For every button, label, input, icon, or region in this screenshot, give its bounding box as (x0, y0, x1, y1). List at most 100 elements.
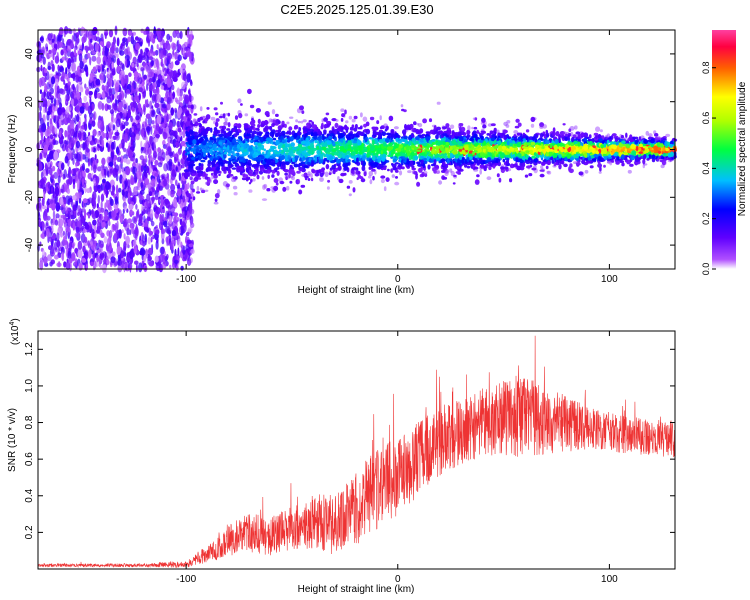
heatmap-cell (44, 107, 48, 113)
heatmap-cell (63, 239, 68, 245)
heatmap-cell (151, 141, 155, 151)
heatmap-cell (41, 123, 47, 133)
heatmap-cell (187, 227, 193, 233)
heatmap-cell (92, 243, 97, 252)
heatmap-cell (365, 121, 370, 127)
heatmap-cell (528, 173, 533, 177)
heatmap-cell (517, 122, 522, 127)
heatmap-cell (563, 163, 568, 168)
heatmap-cell (59, 130, 62, 138)
heatmap-cell (40, 171, 44, 180)
heatmap-cell (111, 67, 116, 76)
heatmap-cell (182, 72, 187, 82)
heatmap-cell (43, 152, 47, 159)
heatmap-cell (134, 36, 139, 41)
heatmap-cell (186, 73, 191, 83)
heatmap-cell (127, 31, 132, 36)
heatmap-cell (101, 157, 106, 166)
heatmap-cell (178, 172, 182, 182)
heatmap-cell (166, 114, 169, 123)
heatmap-cell (165, 151, 169, 156)
heatmap-cell (364, 137, 367, 143)
heatmap-cell (268, 118, 273, 123)
heatmap-cell (70, 143, 74, 148)
heatmap-cell (435, 170, 441, 174)
heatmap-cell (111, 94, 115, 101)
heatmap-cell (131, 106, 136, 113)
heatmap-cell (149, 48, 153, 54)
heatmap-cell (94, 154, 97, 161)
heatmap-cell (182, 195, 185, 203)
heatmap-cell (99, 41, 104, 46)
heatmap-cell (163, 83, 168, 90)
heatmap-cell (159, 213, 163, 223)
heatmap-cell (39, 89, 43, 94)
heatmap-cell (302, 119, 307, 123)
heatmap-cell (139, 155, 144, 161)
heatmap-cell (127, 218, 133, 224)
heatmap-cell (642, 163, 645, 169)
heatmap-cell (89, 112, 94, 119)
heatmap-cell (257, 128, 260, 132)
heatmap-cell (119, 215, 124, 223)
heatmap-cell (115, 184, 119, 195)
heatmap-cell (97, 194, 101, 204)
heatmap-cell (93, 74, 97, 80)
heatmap-cell (140, 28, 144, 34)
heatmap-cell (371, 168, 376, 172)
heatmap-cell (346, 185, 351, 189)
heatmap-cell (118, 92, 123, 101)
heatmap-cell (111, 115, 114, 123)
heatmap-cell (398, 170, 403, 176)
heatmap-cell (40, 54, 45, 59)
heatmap-cell (58, 136, 64, 145)
heatmap-cell (115, 47, 119, 54)
heatmap-cell (164, 56, 167, 66)
heatmap-cell (204, 181, 210, 185)
heatmap-cell (621, 162, 625, 167)
heatmap-cell (176, 184, 180, 189)
heatmap-cell (577, 134, 581, 140)
heatmap-cell (127, 109, 131, 119)
heatmap-cell (177, 54, 182, 61)
heatmap-cell (155, 207, 161, 215)
heatmap-cell (52, 52, 55, 61)
heatmap-cell (143, 105, 146, 116)
heatmap-cell (189, 80, 193, 87)
heatmap-cell (89, 56, 92, 66)
heatmap-cell (119, 60, 122, 66)
heatmap-cell (138, 87, 143, 93)
heatmap-cell (90, 165, 93, 171)
heatmap-cell (135, 115, 140, 121)
heatmap-cell (70, 110, 73, 119)
heatmap-cell (207, 162, 211, 167)
heatmap-cell (161, 213, 165, 222)
heatmap-cell (93, 164, 97, 174)
heatmap-cell (79, 84, 83, 89)
heatmap-cell (158, 103, 163, 110)
heatmap-cell (148, 261, 154, 267)
heatmap-cell (163, 178, 168, 187)
heatmap-cell (86, 138, 90, 146)
heatmap-cell (159, 40, 162, 48)
heatmap-cell (47, 33, 53, 41)
heatmap-cell (135, 204, 138, 210)
heatmap-cell (105, 199, 109, 208)
heatmap-cell (297, 178, 301, 184)
heatmap-cell (187, 104, 192, 109)
heatmap-cell (189, 205, 193, 215)
heatmap-cell (103, 236, 108, 244)
heatmap-cell (257, 124, 261, 128)
heatmap-cell (310, 172, 313, 179)
heatmap-cell (54, 127, 58, 135)
heatmap-cell (507, 136, 512, 140)
heatmap-cell (434, 165, 439, 169)
heatmap-cell (90, 73, 93, 81)
heatmap-cell (79, 125, 85, 131)
heatmap-cell (176, 109, 181, 119)
heatmap-cell (124, 205, 127, 212)
heatmap-cell (237, 98, 242, 104)
heatmap-cell (296, 170, 301, 174)
heatmap-cell (180, 113, 184, 122)
heatmap-cell (300, 161, 306, 165)
